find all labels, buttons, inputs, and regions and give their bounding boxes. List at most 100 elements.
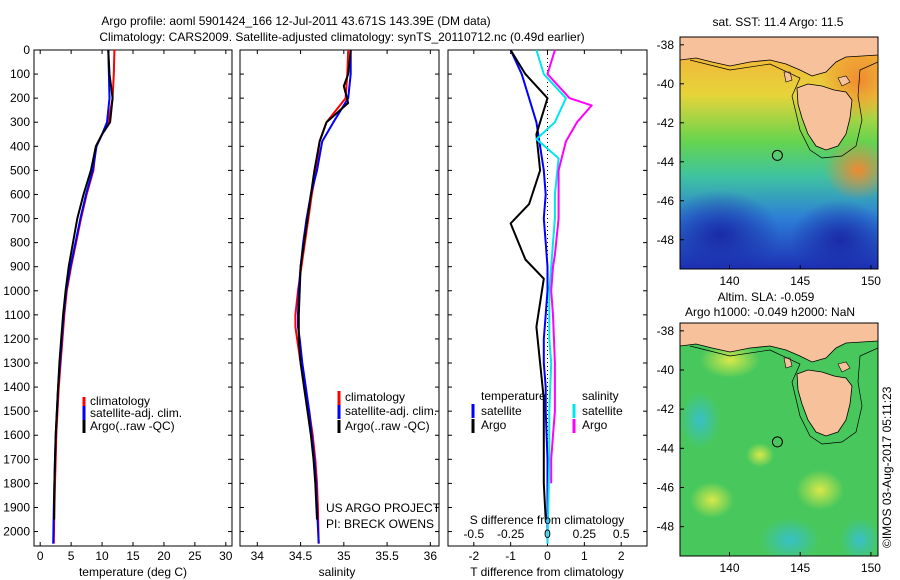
argo-location-marker [771, 436, 783, 448]
x-tick-label: 34 [251, 549, 265, 563]
mainland-australia [680, 323, 878, 363]
sla-low-patch [840, 518, 878, 556]
map-y-tick-label: -38 [657, 324, 675, 338]
flinders-island [837, 75, 851, 87]
legend-title-salinity: salinity [582, 389, 619, 403]
y-tick-label: 600 [10, 187, 30, 201]
sla-map: Altim. SLA: -0.059 Argo h1000: -0.049 h2… [657, 290, 882, 575]
s-difference-xlabel: S difference from climatology [470, 513, 625, 527]
sla-low-patch [760, 518, 820, 556]
shelf-contour [689, 345, 878, 445]
x-tick-label: 15 [126, 549, 140, 563]
y-tick-label: 1800 [3, 476, 30, 490]
y-tick-label: 800 [10, 236, 30, 250]
y-tick-label: 1000 [3, 284, 30, 298]
imos-credit: ©IMOS 03-Aug-2017 05:11:23 [880, 386, 894, 548]
map-y-tick-label: -44 [657, 155, 675, 169]
map-y-tick-label: -48 [657, 520, 675, 534]
x-tick-label: 20 [157, 549, 171, 563]
y-tick-label: 1700 [3, 452, 30, 466]
s-tick-label: -0.25 [497, 527, 525, 541]
legend-label-satellite: satellite-adj. clim. [345, 404, 437, 418]
salinity-ticks: 34 34.5 35 35.5 36 [240, 49, 439, 563]
sst-map: sat. SST: 11.4 Argo: 11.5 140 145 150 -38 -4… [657, 15, 882, 288]
sla-field [680, 323, 878, 556]
map-y-tick-label: -40 [657, 77, 675, 91]
temperature-legend: climatology satellite-adj. clim. Argo(..… [82, 394, 182, 433]
sst-warm-patch [824, 140, 878, 200]
map-y-tick-label: -46 [657, 480, 675, 494]
difference-panel: -2 -1 0 1 2 T difference from climatology S … [447, 49, 648, 579]
map-y-tick-label: -42 [657, 116, 675, 130]
x-tick-label: -1 [505, 549, 516, 563]
y-tick-label: 1500 [3, 404, 30, 418]
y-tick-label: 200 [10, 91, 30, 105]
sla-high-patch [796, 470, 844, 510]
legend-label-s-argo: Argo [582, 418, 608, 432]
tasmania [796, 83, 853, 151]
s-tick-label: 0.25 [573, 527, 597, 541]
sst-cold-patch [790, 200, 878, 269]
series-line-argo [546, 49, 593, 484]
y-tick-label: 2000 [3, 525, 30, 539]
y-tick-label: 500 [10, 163, 30, 177]
map-y-tick-label: -48 [657, 233, 675, 247]
difference-legend-temperature: temperature satellite Argo [471, 389, 546, 433]
legend-label-climatology: climatology [90, 394, 150, 408]
argo-location-marker [771, 149, 783, 161]
salinity-xlabel: salinity [319, 565, 356, 579]
s-tick-label: 0 [544, 527, 551, 541]
salinity-legend: climatology satellite-adj. clim. Argo(..… [337, 390, 437, 433]
sst-field [680, 37, 878, 269]
temperature-xlabel: temperature (deg C) [79, 565, 187, 579]
sla-high-patch [690, 482, 734, 518]
tasmania [796, 369, 853, 437]
legend-label-argo: Argo(..raw -QC) [90, 419, 175, 433]
y-tick-label: 300 [10, 115, 30, 129]
x-tick-label: 0 [37, 549, 44, 563]
temperature-ticks: 0 5 10 15 20 25 300100200300400500600700800900… [3, 43, 233, 563]
sst-map-ticks: 140 145 150 -38 -40 -42 -44 -46 -48 [657, 38, 882, 288]
s-tick-label: 0.5 [613, 527, 630, 541]
map-y-tick-label: -42 [657, 402, 675, 416]
s-difference-ticklabels: -0.5 -0.25 0 0.25 0.5 [463, 527, 629, 541]
legend-label-t-satellite: satellite [481, 404, 522, 418]
y-tick-label: 100 [10, 67, 30, 81]
series-line-satellite [535, 49, 567, 544]
sst-cold-patch [680, 190, 780, 269]
sla-frame [679, 322, 879, 557]
map-x-tick-label: 145 [790, 561, 810, 575]
y-tick-label: 0 [23, 43, 30, 57]
series-line-satellite [509, 49, 549, 544]
sst-map-title: sat. SST: 11.4 Argo: 11.5 [713, 15, 844, 29]
y-tick-label: 1600 [3, 428, 30, 442]
x-tick-label: 30 [219, 549, 233, 563]
sla-high-patch [746, 443, 774, 467]
map-x-tick-label: 150 [861, 274, 881, 288]
legend-label-climatology: climatology [345, 390, 405, 404]
temperature-axes [33, 49, 233, 547]
map-x-tick-label: 145 [790, 274, 810, 288]
title-line1: Argo profile: aoml 5901424_166 12-Jul-20… [101, 14, 490, 28]
x-tick-label: 0 [544, 549, 551, 563]
king-island [783, 357, 793, 369]
temperature-lines [52, 49, 116, 544]
difference-ticks: -2 -1 0 1 2 [448, 49, 647, 563]
x-tick-label: 36 [424, 549, 438, 563]
legend-label-s-satellite: satellite [582, 404, 623, 418]
t-difference-xlabel: T difference from climatology [470, 565, 624, 579]
y-tick-label: 700 [10, 212, 30, 226]
map-y-tick-label: -40 [657, 363, 675, 377]
map-y-tick-label: -46 [657, 194, 675, 208]
legend-label-t-argo: Argo [481, 418, 507, 432]
x-tick-label: 1 [581, 549, 588, 563]
map-x-tick-label: 140 [719, 561, 739, 575]
map-x-tick-label: 150 [861, 561, 881, 575]
salinity-panel: 34 34.5 35 35.5 36 salinity climatology sate… [239, 49, 441, 579]
x-tick-label: 35 [337, 549, 351, 563]
sla-high-patch [700, 342, 760, 378]
y-tick-label: 900 [10, 260, 30, 274]
x-tick-label: 10 [95, 549, 109, 563]
x-tick-label: 35.5 [375, 549, 399, 563]
